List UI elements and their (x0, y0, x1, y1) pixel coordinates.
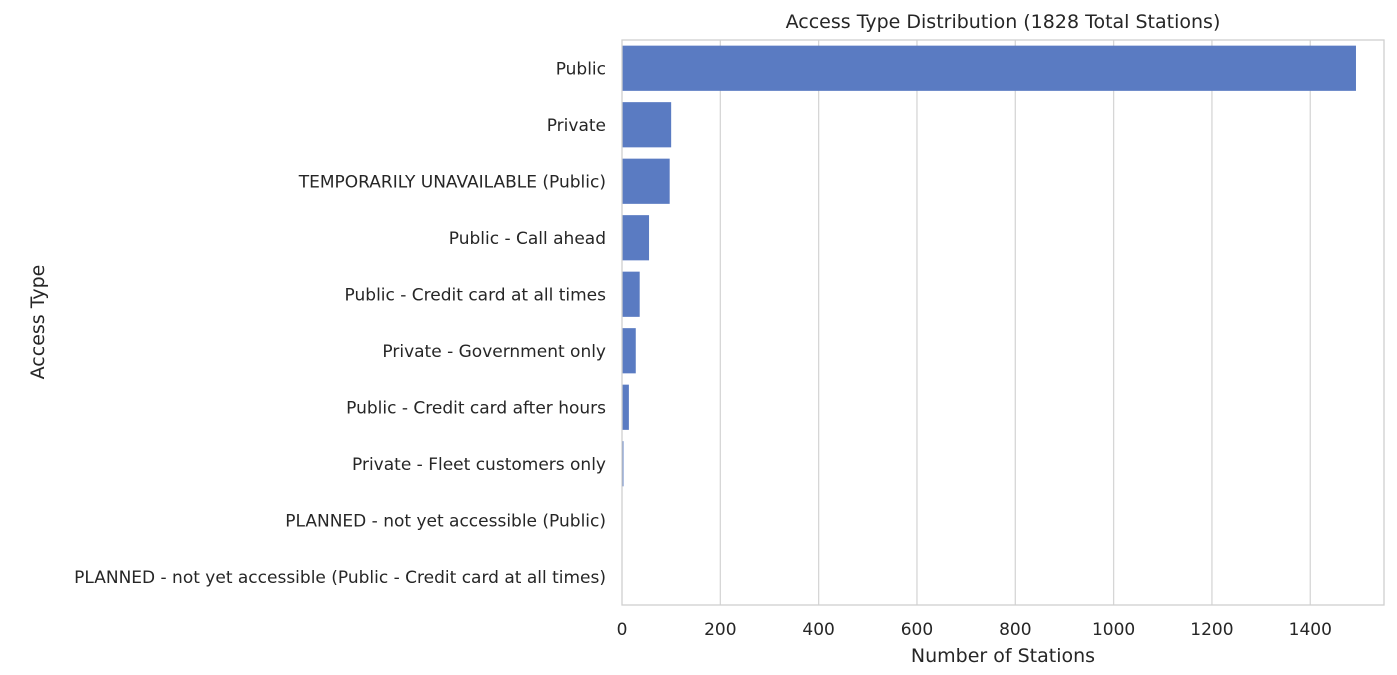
plot-frame (621, 39, 1385, 606)
y-tick-label: TEMPORARILY UNAVAILABLE (Public) (298, 172, 606, 192)
y-tick-label: Public (556, 59, 606, 79)
y-tick-label: Public - Call ahead (449, 229, 606, 249)
x-tick-label: 600 (901, 620, 933, 640)
y-tick-label: Public - Credit card after hours (346, 398, 606, 418)
bar (622, 102, 672, 148)
y-tick-label: PLANNED - not yet accessible (Public) (285, 511, 606, 531)
x-tick-label: 1400 (1289, 620, 1332, 640)
y-tick-label: Private - Government only (382, 342, 606, 362)
x-tick-label: 800 (999, 620, 1031, 640)
y-tick-label: PLANNED - not yet accessible (Public - C… (74, 568, 606, 588)
bar (622, 215, 650, 261)
y-tick-label: Private - Fleet customers only (352, 455, 606, 475)
x-tick-label: 1000 (1092, 620, 1135, 640)
y-tick-label: Private (547, 116, 606, 136)
x-tick-label: 1200 (1190, 620, 1233, 640)
bar (622, 328, 636, 374)
y-axis-label: Access Type (27, 265, 49, 380)
bar (622, 45, 1356, 91)
chart-title: Access Type Distribution (1828 Total Sta… (786, 11, 1221, 33)
x-tick-label: 400 (802, 620, 834, 640)
bar (622, 441, 624, 487)
bar (622, 271, 640, 317)
y-tick-label: Public - Credit card at all times (345, 285, 607, 305)
x-axis-label: Number of Stations (911, 645, 1095, 667)
bar (622, 158, 670, 204)
x-tick-label: 0 (617, 620, 628, 640)
x-tick-label: 200 (704, 620, 736, 640)
bar (622, 384, 629, 430)
